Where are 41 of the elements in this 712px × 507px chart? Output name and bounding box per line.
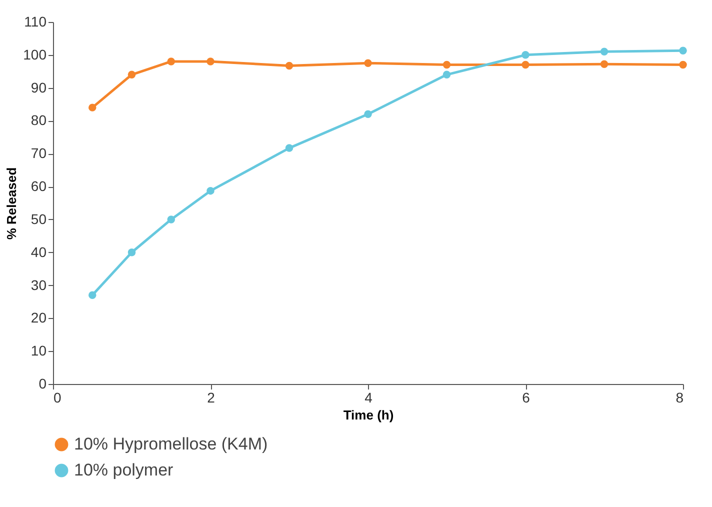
y-tick-label: 30 <box>30 276 47 293</box>
x-tick-label: 0 <box>54 390 62 406</box>
point <box>88 291 96 300</box>
x-axis-title: Time (h) <box>343 408 394 422</box>
point <box>600 60 608 68</box>
point <box>364 59 372 67</box>
x-tick-label: 8 <box>676 390 684 406</box>
y-tick-label: 0 <box>38 376 47 392</box>
y-tick-label: 70 <box>30 145 47 162</box>
y-tick-label: 90 <box>30 79 47 96</box>
point <box>285 144 294 152</box>
point <box>679 46 687 54</box>
point <box>285 62 294 70</box>
point <box>128 70 136 79</box>
y-tick-label: 20 <box>30 310 47 326</box>
point <box>167 58 175 66</box>
y-tick-label: 40 <box>30 244 47 260</box>
point <box>88 104 96 112</box>
point <box>206 58 214 66</box>
legend-label: 10% Hypromellose (K4M) <box>74 434 268 454</box>
point <box>128 248 136 256</box>
y-tick-label: 50 <box>30 210 47 227</box>
point <box>600 48 608 56</box>
y-tick-label: 80 <box>30 112 47 128</box>
x-tick-label: 6 <box>522 390 530 406</box>
point <box>442 60 451 69</box>
y-tick-label: 10 <box>30 342 47 359</box>
point <box>679 60 687 69</box>
y-tick-label: 100 <box>23 46 47 62</box>
y-axis-title: % Released <box>4 167 20 240</box>
point <box>206 186 214 195</box>
point <box>442 70 451 79</box>
point <box>167 216 175 224</box>
point <box>522 60 530 69</box>
x-tick-label: 2 <box>207 390 216 406</box>
point <box>364 110 372 118</box>
x-tick-label: 4 <box>364 390 373 406</box>
y-tick-label: 60 <box>30 178 47 194</box>
y-tick-label: 110 <box>24 14 47 30</box>
legend-label: 10% polymer <box>74 460 174 480</box>
point <box>522 51 530 59</box>
